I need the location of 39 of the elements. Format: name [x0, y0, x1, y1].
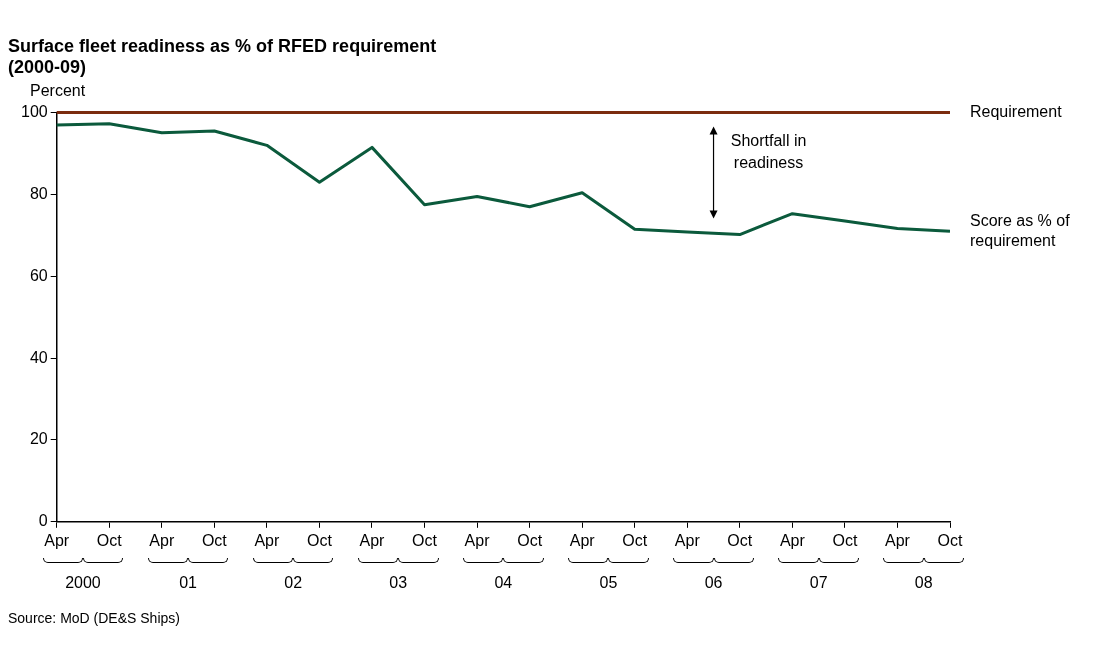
annotation: Shortfall in readiness: [730, 131, 807, 171]
x-tick-label: Oct: [96, 531, 123, 549]
y-tick-label: 20: [29, 430, 48, 448]
series-label: Score as % of requirement: [970, 211, 1071, 249]
text: 04: [494, 574, 513, 592]
chart-title: Surface fleet readiness as % of RFED requirement (2000-09): [8, 36, 438, 78]
x-tick-label: Apr: [254, 531, 280, 549]
x-tick-label: Oct: [201, 531, 228, 549]
x-tick-label: Oct: [832, 531, 858, 549]
x-tick-label: Oct: [937, 531, 963, 549]
ref-line-label: Requirement: [970, 103, 1063, 121]
x-tick-label: Apr: [569, 531, 596, 549]
y-tick-label: 60: [29, 266, 48, 284]
x-tick-label: Apr: [885, 531, 911, 549]
y-axis-title: Percent: [30, 82, 87, 100]
text: 08: [914, 574, 933, 592]
x-tick-label: Apr: [359, 531, 386, 549]
text: 05: [599, 574, 618, 592]
text: 07: [809, 574, 828, 592]
x-tick-label: Apr: [674, 531, 701, 549]
text: 03: [389, 574, 408, 592]
source-note: Source: MoD (DE&S Ships): [8, 610, 181, 626]
y-tick-label: 40: [29, 348, 48, 366]
text: 06: [704, 574, 723, 592]
x-tick-label: Oct: [306, 531, 333, 549]
y-tick-label: 100: [20, 103, 48, 121]
x-tick-label: Oct: [412, 531, 438, 549]
x-tick-label: Apr: [44, 531, 70, 549]
y-tick-label: 80: [29, 184, 48, 202]
text: 01: [179, 574, 198, 592]
x-tick-label: Apr: [149, 531, 175, 549]
y-tick-label: 0: [38, 512, 48, 530]
x-tick-label: Oct: [622, 531, 648, 549]
x-tick-label: Apr: [464, 531, 491, 549]
x-tick-label: Apr: [779, 531, 806, 549]
text: 2000: [65, 574, 101, 592]
x-tick-label: Oct: [727, 531, 753, 549]
text: 02: [284, 574, 303, 592]
x-tick-label: Oct: [517, 531, 543, 549]
